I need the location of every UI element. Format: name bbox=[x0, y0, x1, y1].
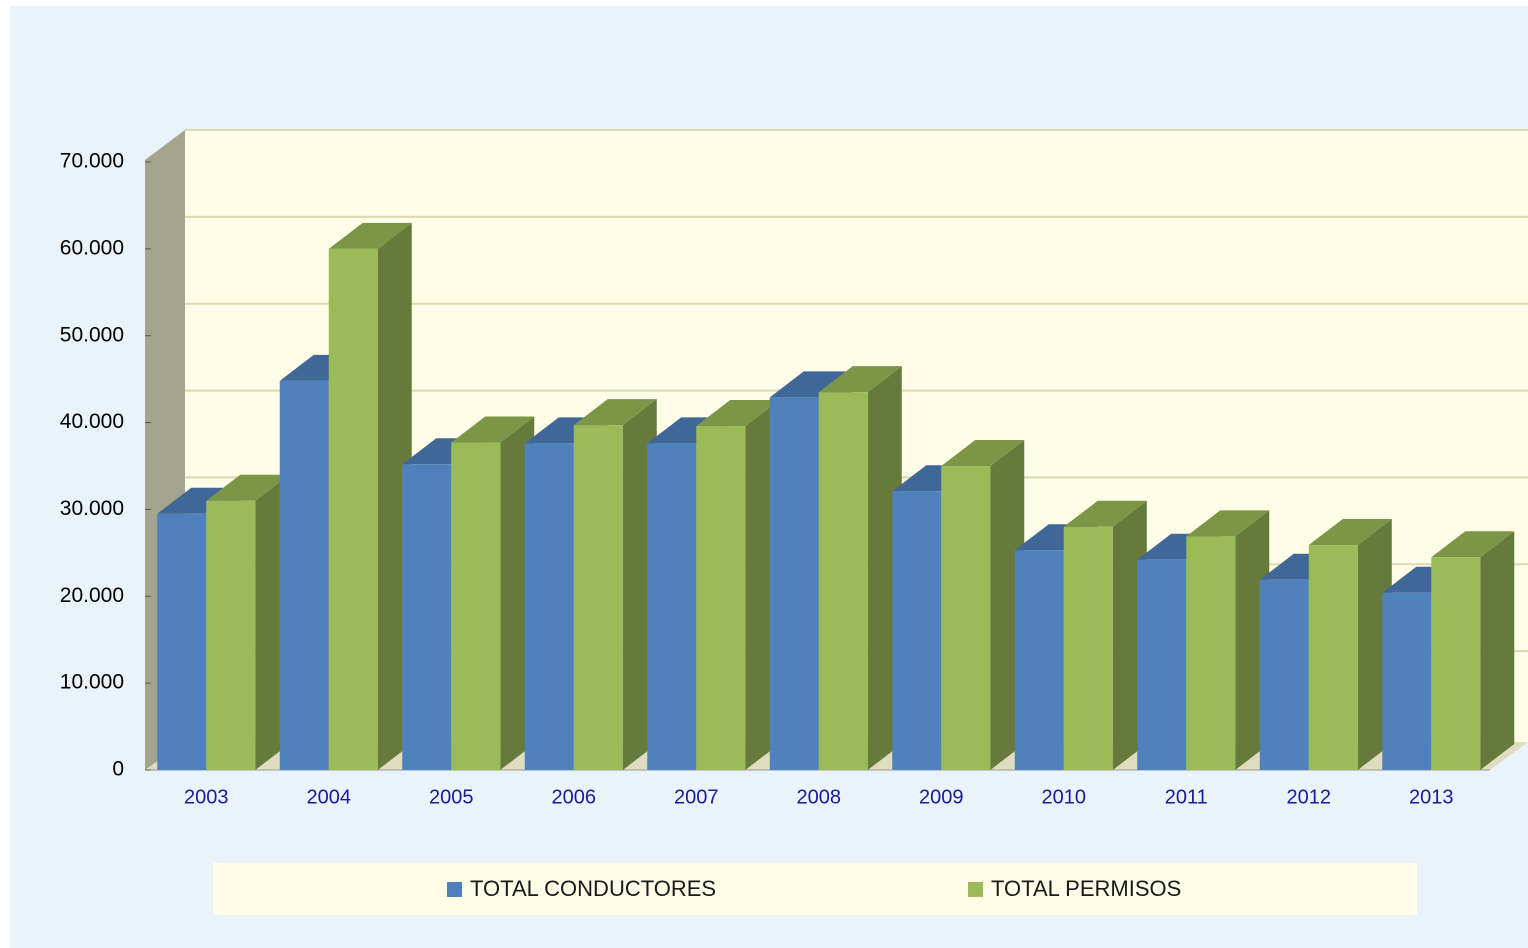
bar bbox=[1431, 557, 1481, 770]
bar-top bbox=[206, 474, 290, 501]
y-tick-label: 50.000 bbox=[60, 323, 124, 346]
bar bbox=[941, 466, 991, 770]
bar-top bbox=[1431, 531, 1515, 558]
x-tick-label: 2009 bbox=[919, 786, 964, 808]
bar bbox=[402, 464, 452, 770]
x-tick-label: 2011 bbox=[1165, 786, 1208, 808]
y-tick-label: 70.000 bbox=[60, 150, 124, 173]
legend-swatch bbox=[968, 882, 983, 897]
x-tick-label: 2012 bbox=[1287, 786, 1332, 808]
bar bbox=[1137, 559, 1187, 770]
bar bbox=[1259, 579, 1309, 770]
bar bbox=[1014, 550, 1064, 770]
bar-top bbox=[451, 416, 535, 443]
x-tick-label: 2005 bbox=[429, 786, 474, 808]
y-tick-label: 60.000 bbox=[60, 236, 124, 259]
x-tick-label: 2003 bbox=[184, 786, 229, 808]
y-tick-label: 0 bbox=[112, 758, 124, 781]
bar bbox=[157, 513, 207, 770]
legend-label: TOTAL PERMISOS bbox=[991, 876, 1181, 901]
x-tick-label: 2007 bbox=[674, 786, 719, 808]
bar-top bbox=[573, 399, 657, 426]
bar-top bbox=[328, 222, 412, 249]
x-tick-label: 2004 bbox=[307, 786, 352, 808]
y-tick-label: 30.000 bbox=[60, 497, 124, 520]
x-tick-label: 2010 bbox=[1042, 786, 1087, 808]
bar bbox=[818, 392, 868, 770]
y-tick-label: 20.000 bbox=[60, 584, 124, 607]
x-tick-label: 2013 bbox=[1409, 786, 1454, 808]
bar-top bbox=[696, 400, 780, 427]
bar-top bbox=[1186, 510, 1270, 537]
bar-top bbox=[769, 371, 853, 398]
bar-top bbox=[941, 440, 1025, 466]
x-tick-label: 2006 bbox=[552, 786, 597, 808]
bar bbox=[1382, 592, 1432, 770]
bar-top bbox=[818, 366, 902, 393]
bar-top bbox=[1308, 519, 1392, 546]
bar bbox=[573, 425, 623, 770]
x-tick-label: 2008 bbox=[797, 786, 842, 808]
bar bbox=[1308, 545, 1358, 770]
bar bbox=[892, 491, 942, 770]
bar bbox=[451, 442, 501, 770]
bar bbox=[647, 443, 697, 770]
bar bbox=[769, 397, 819, 770]
bar bbox=[524, 443, 574, 770]
y-tick-label: 10.000 bbox=[60, 671, 124, 694]
bar bbox=[328, 248, 378, 770]
bar bbox=[279, 380, 329, 770]
bar bbox=[696, 426, 746, 770]
legend-label: TOTAL CONDUCTORES bbox=[470, 876, 716, 901]
bar-top bbox=[1063, 500, 1147, 527]
bar-side bbox=[1480, 531, 1515, 770]
bar bbox=[206, 500, 256, 770]
y-tick-label: 40.000 bbox=[60, 410, 124, 433]
bar bbox=[1186, 536, 1236, 770]
bar bbox=[1063, 526, 1113, 770]
legend-box bbox=[213, 863, 1417, 915]
legend-swatch bbox=[447, 882, 462, 897]
